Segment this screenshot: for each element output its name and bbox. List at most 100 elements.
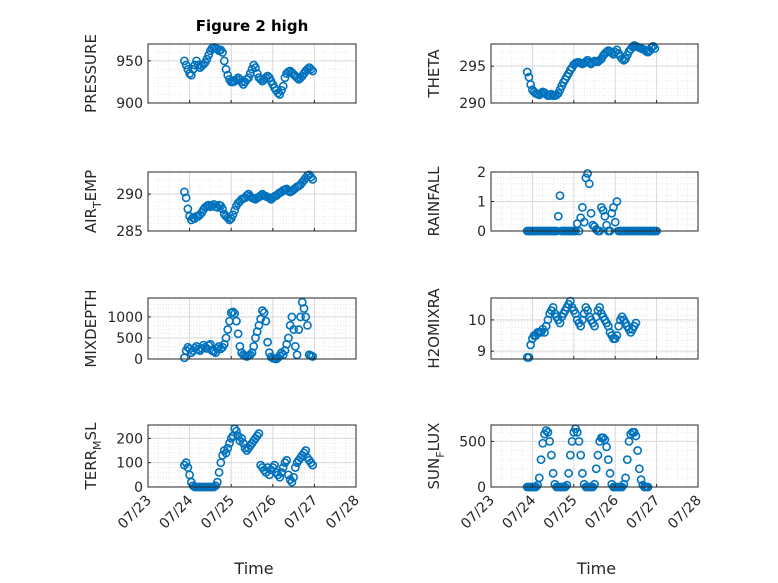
data-series: [179, 42, 318, 99]
y-axis-label: TERRMSL: [82, 422, 104, 491]
data-point: [303, 320, 312, 330]
data-point: [526, 80, 536, 89]
data-point: [631, 318, 641, 328]
y-tick-label: 500: [459, 434, 486, 450]
data-point: [541, 426, 551, 435]
grid: [491, 298, 698, 360]
y-tick-label: 1: [477, 195, 486, 211]
data-point: [308, 352, 318, 361]
data-point: [278, 350, 288, 360]
y-tick-label: 0: [134, 352, 143, 368]
x-tick-label: 07/26: [582, 492, 622, 532]
data-point: [289, 325, 298, 334]
data-point: [218, 204, 227, 214]
subplot-8: 0 500 SUNFLUX: [425, 423, 699, 496]
y-tick-label: 1000: [107, 310, 143, 326]
data-point: [179, 56, 189, 66]
data-point: [590, 321, 599, 331]
y-axis-label-subscript: T: [91, 201, 104, 209]
data-point: [242, 191, 252, 200]
data-point: [308, 174, 318, 184]
subplot-1: 900 950 PRESSURE: [82, 34, 357, 113]
data-series: [179, 297, 318, 364]
data-point: [278, 463, 288, 472]
data-point: [231, 426, 241, 436]
data-point: [602, 442, 611, 452]
data-point: [536, 455, 546, 465]
data-point: [593, 450, 603, 460]
y-tick-label: 0: [134, 480, 143, 496]
data-point: [214, 468, 224, 477]
data-point: [287, 312, 297, 322]
data-point: [598, 433, 608, 443]
data-point: [249, 341, 259, 351]
data-point: [545, 437, 555, 446]
y-axis-label: PRESSURE: [82, 34, 100, 113]
data-point: [179, 353, 189, 363]
data-point: [292, 73, 302, 83]
x-tick-label: 07/28: [323, 493, 363, 533]
data-point: [287, 477, 297, 487]
data-point: [233, 329, 243, 339]
x-tick-label: 07/27: [281, 493, 321, 533]
subplot-3: 285 290 AIRTEMP: [82, 170, 357, 240]
data-point: [245, 350, 255, 360]
y-axis-label-main: AIR: [82, 208, 100, 233]
data-point: [578, 468, 587, 478]
y-tick-label: 900: [116, 96, 143, 112]
data-point: [202, 54, 212, 64]
y-axis-label-rest: LUX: [425, 423, 443, 452]
y-axis-label-main: THETA: [425, 49, 443, 99]
data-point: [181, 193, 191, 203]
data-point: [230, 205, 240, 215]
axes-box: [147, 171, 357, 232]
data-point: [598, 205, 608, 215]
y-axis-label-main: RAINFALL: [425, 166, 443, 237]
data-point: [303, 64, 312, 74]
x-tick-label: 07/28: [665, 493, 705, 533]
data-point: [308, 460, 318, 470]
data-point: [181, 458, 191, 468]
data-point: [289, 472, 298, 482]
x-tick-label: 07/24: [499, 492, 539, 532]
data-point: [612, 197, 622, 206]
subplot-6: 9 10 H2OMIXRA: [425, 288, 699, 369]
data-point: [607, 208, 617, 218]
data-point: [562, 480, 572, 490]
data-point: [225, 438, 234, 448]
data-point: [522, 67, 532, 77]
data-point: [263, 337, 272, 347]
y-axis-label-subscript: F: [434, 451, 447, 457]
data-series: [522, 41, 660, 101]
data-point: [308, 66, 318, 76]
y-tick-label: 2: [477, 165, 486, 181]
y-axis-label-main: MIXDEPTH: [82, 289, 100, 367]
axes-box: [147, 43, 357, 104]
data-series: [179, 424, 318, 492]
y-axis-label-rest: EMP: [82, 170, 100, 201]
grid: [148, 43, 356, 104]
data-point: [261, 316, 271, 326]
y-axis-label-main: PRESSURE: [82, 34, 100, 113]
axes-box: [490, 424, 699, 488]
data-point: [634, 464, 644, 474]
data-point: [290, 463, 300, 472]
data-point: [636, 475, 646, 485]
x-tick-label: 07/23: [458, 493, 498, 533]
data-point: [219, 56, 229, 66]
x-tick-label: 07/25: [541, 493, 581, 533]
data-point: [650, 44, 660, 53]
y-axis-label: AIRTEMP: [82, 170, 104, 233]
data-point: [603, 455, 613, 465]
data-point: [590, 479, 599, 489]
y-tick-label: 9: [477, 344, 486, 360]
y-tick-label: 290: [459, 96, 486, 112]
y-axis-label-rest: SL: [82, 422, 100, 441]
y-tick-label: 295: [459, 59, 486, 75]
data-point: [259, 308, 269, 318]
data-point: [251, 63, 260, 72]
data-point: [576, 450, 586, 460]
y-axis-label: SUNFLUX: [425, 423, 447, 490]
data-point: [212, 344, 222, 353]
data-point: [283, 470, 293, 480]
